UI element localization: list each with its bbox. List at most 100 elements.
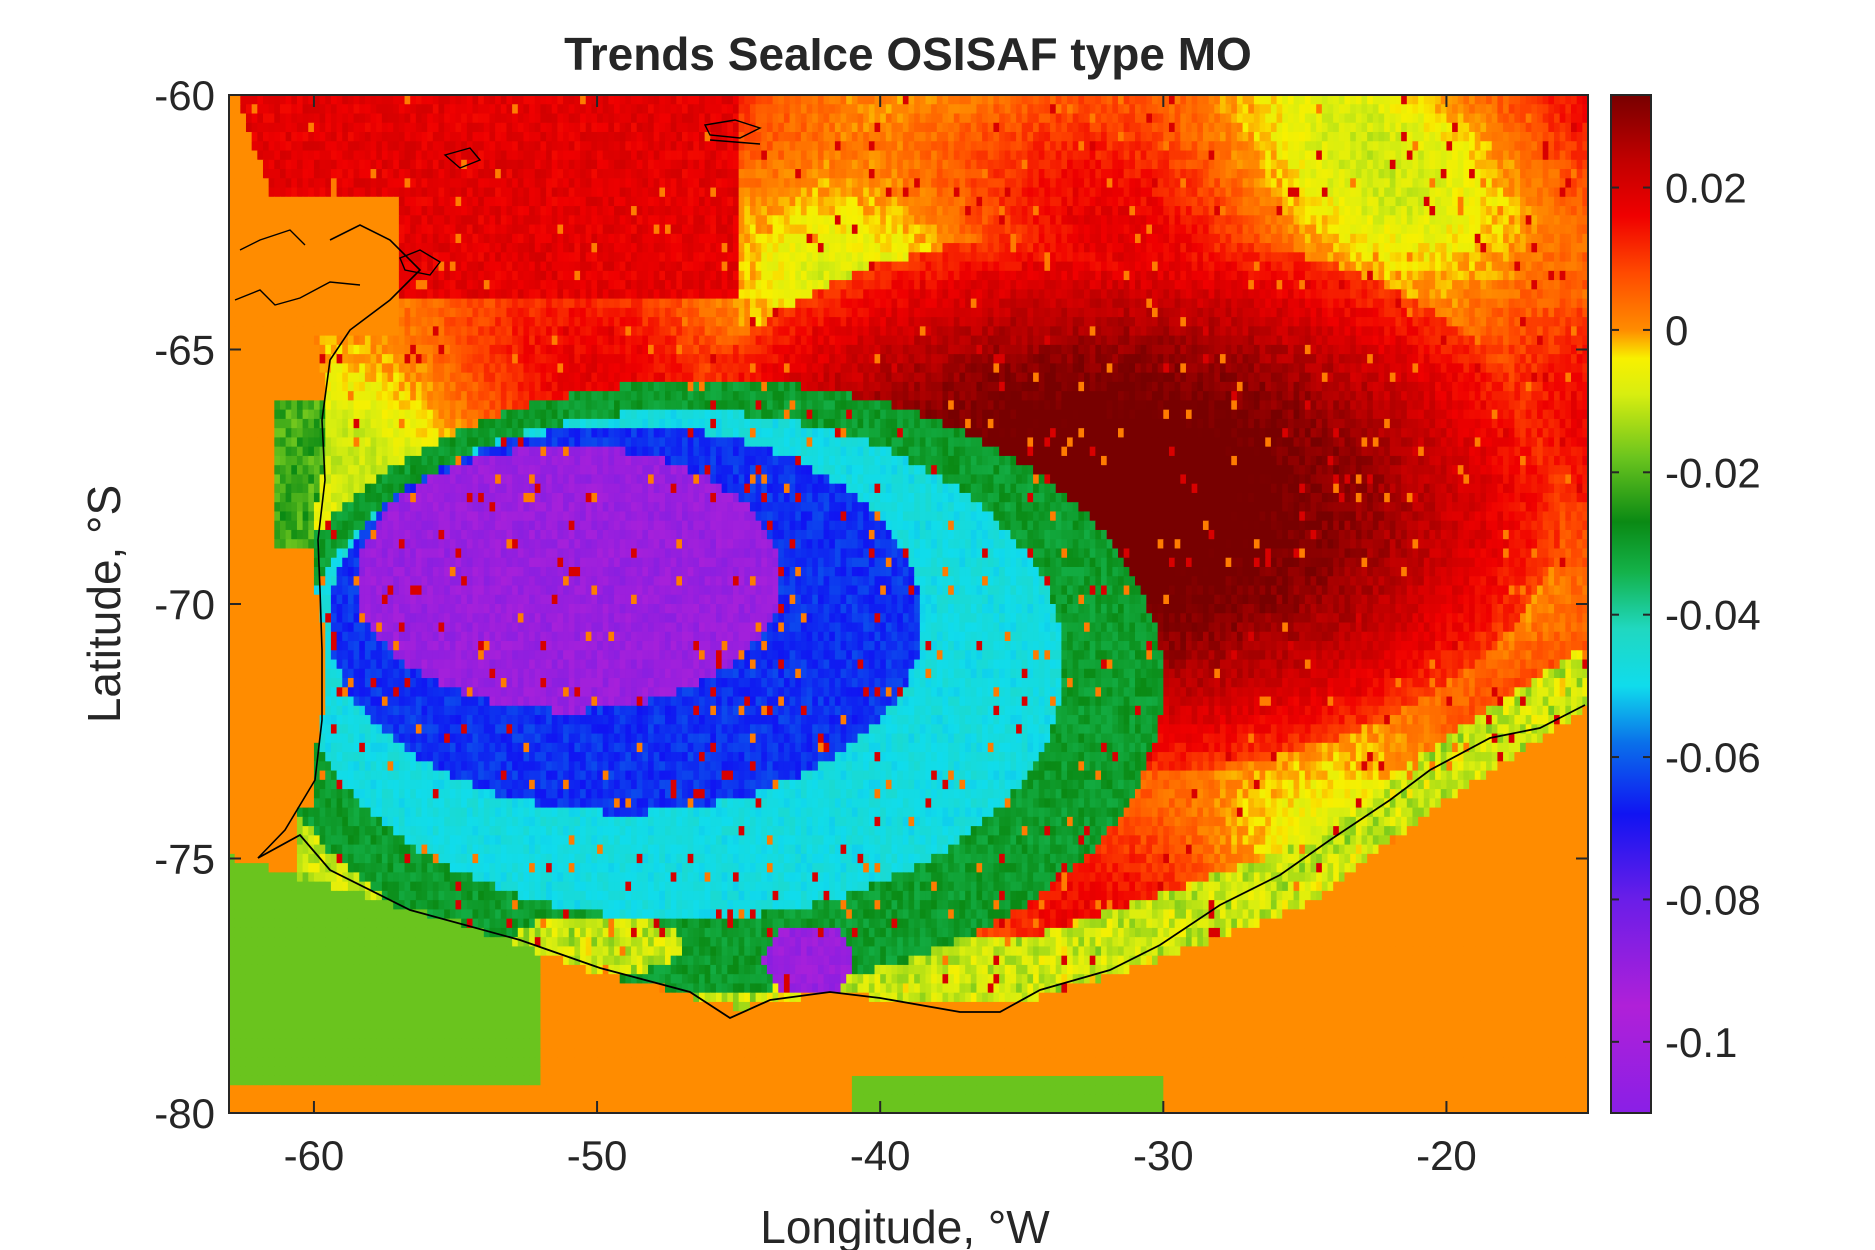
heatmap-cell — [365, 243, 371, 253]
heatmap-cell — [835, 215, 841, 225]
heatmap-cell — [1135, 215, 1141, 225]
heatmap-cell — [909, 243, 915, 253]
heatmap-cell — [427, 123, 433, 133]
heatmap-cell — [569, 188, 575, 198]
heatmap-cell — [1050, 206, 1056, 216]
heatmap-cell — [1362, 169, 1368, 179]
heatmap-cell — [257, 123, 263, 133]
heatmap-cell — [671, 262, 677, 272]
heatmap-cell — [1418, 225, 1424, 235]
heatmap-cell — [456, 95, 462, 105]
heatmap-cell — [1531, 271, 1537, 281]
heatmap-cell — [903, 169, 909, 179]
heatmap-cell — [1294, 206, 1300, 216]
heatmap-cell — [591, 132, 597, 142]
heatmap-cell — [456, 169, 462, 179]
heatmap-cell — [1333, 206, 1339, 216]
heatmap-cell — [795, 114, 801, 124]
heatmap-cell — [1158, 271, 1164, 281]
heatmap-cell — [439, 188, 445, 198]
heatmap-cell — [314, 123, 320, 133]
heatmap-cell — [1339, 104, 1345, 114]
heatmap-cell — [784, 178, 790, 188]
heatmap-cell — [733, 95, 739, 105]
heatmap-cell — [1084, 169, 1090, 179]
heatmap-cell — [1577, 271, 1583, 281]
heatmap-cell — [1209, 197, 1215, 207]
heatmap-cell — [1288, 271, 1294, 281]
heatmap-cell — [1090, 215, 1096, 225]
heatmap-cell — [416, 132, 422, 142]
heatmap-cell — [1333, 178, 1339, 188]
heatmap-cell — [597, 114, 603, 124]
heatmap-cell — [614, 262, 620, 272]
heatmap-cell — [1146, 141, 1152, 151]
heatmap-cell — [1333, 262, 1339, 272]
heatmap-cell — [648, 104, 654, 114]
heatmap-cell — [308, 160, 314, 170]
heatmap-cell — [1124, 225, 1130, 235]
heatmap-cell — [892, 234, 898, 244]
heatmap-cell — [1220, 280, 1226, 290]
heatmap-cell — [484, 188, 490, 198]
heatmap-cell — [427, 151, 433, 161]
heatmap-cell — [614, 178, 620, 188]
heatmap-cell — [637, 188, 643, 198]
heatmap-cell — [240, 206, 246, 216]
heatmap-cell — [1061, 160, 1067, 170]
heatmap-cell — [1328, 234, 1334, 244]
heatmap-cell — [1509, 141, 1515, 151]
heatmap-cell — [478, 114, 484, 124]
heatmap-cell — [937, 271, 943, 281]
heatmap-cell — [642, 225, 648, 235]
heatmap-cell — [1044, 206, 1050, 216]
heatmap-cell — [767, 243, 773, 253]
heatmap-cell — [484, 271, 490, 281]
heatmap-cell — [1033, 215, 1039, 225]
heatmap-cell — [280, 178, 286, 188]
heatmap-cell — [1577, 252, 1583, 262]
heatmap-cell — [988, 114, 994, 124]
heatmap-cell — [1311, 262, 1317, 272]
heatmap-cell — [795, 215, 801, 225]
heatmap-cell — [1260, 206, 1266, 216]
heatmap-cell — [1078, 141, 1084, 151]
heatmap-cell — [586, 280, 592, 290]
heatmap-cell — [252, 151, 258, 161]
heatmap-cell — [371, 215, 377, 225]
heatmap-cell — [1356, 234, 1362, 244]
heatmap-cell — [812, 188, 818, 198]
heatmap-cell — [1265, 215, 1271, 225]
heatmap-cell — [342, 234, 348, 244]
heatmap-cell — [858, 178, 864, 188]
heatmap-cell — [1260, 132, 1266, 142]
heatmap-cell — [608, 178, 614, 188]
heatmap-cell — [659, 197, 665, 207]
heatmap-cell — [467, 206, 473, 216]
heatmap-cell — [925, 132, 931, 142]
heatmap-cell — [1141, 271, 1147, 281]
heatmap-cell — [1469, 215, 1475, 225]
heatmap-cell — [1475, 151, 1481, 161]
heatmap-cell — [631, 114, 637, 124]
heatmap-cell — [892, 243, 898, 253]
heatmap-cell — [1345, 178, 1351, 188]
heatmap-cell — [1469, 271, 1475, 281]
heatmap-cell — [665, 215, 671, 225]
heatmap-cell — [1395, 123, 1401, 133]
heatmap-cell — [954, 114, 960, 124]
heatmap-cell — [484, 262, 490, 272]
heatmap-cell — [546, 160, 552, 170]
heatmap-cell — [489, 271, 495, 281]
heatmap-cell — [308, 206, 314, 216]
heatmap-cell — [710, 206, 716, 216]
heatmap-cell — [1350, 188, 1356, 198]
heatmap-cell — [297, 169, 303, 179]
heatmap-cell — [1220, 114, 1226, 124]
heatmap-cell — [1350, 132, 1356, 142]
heatmap-cell — [1141, 114, 1147, 124]
heatmap-cell — [1169, 169, 1175, 179]
heatmap-cell — [682, 160, 688, 170]
heatmap-cell — [354, 262, 360, 272]
heatmap-cell — [807, 169, 813, 179]
